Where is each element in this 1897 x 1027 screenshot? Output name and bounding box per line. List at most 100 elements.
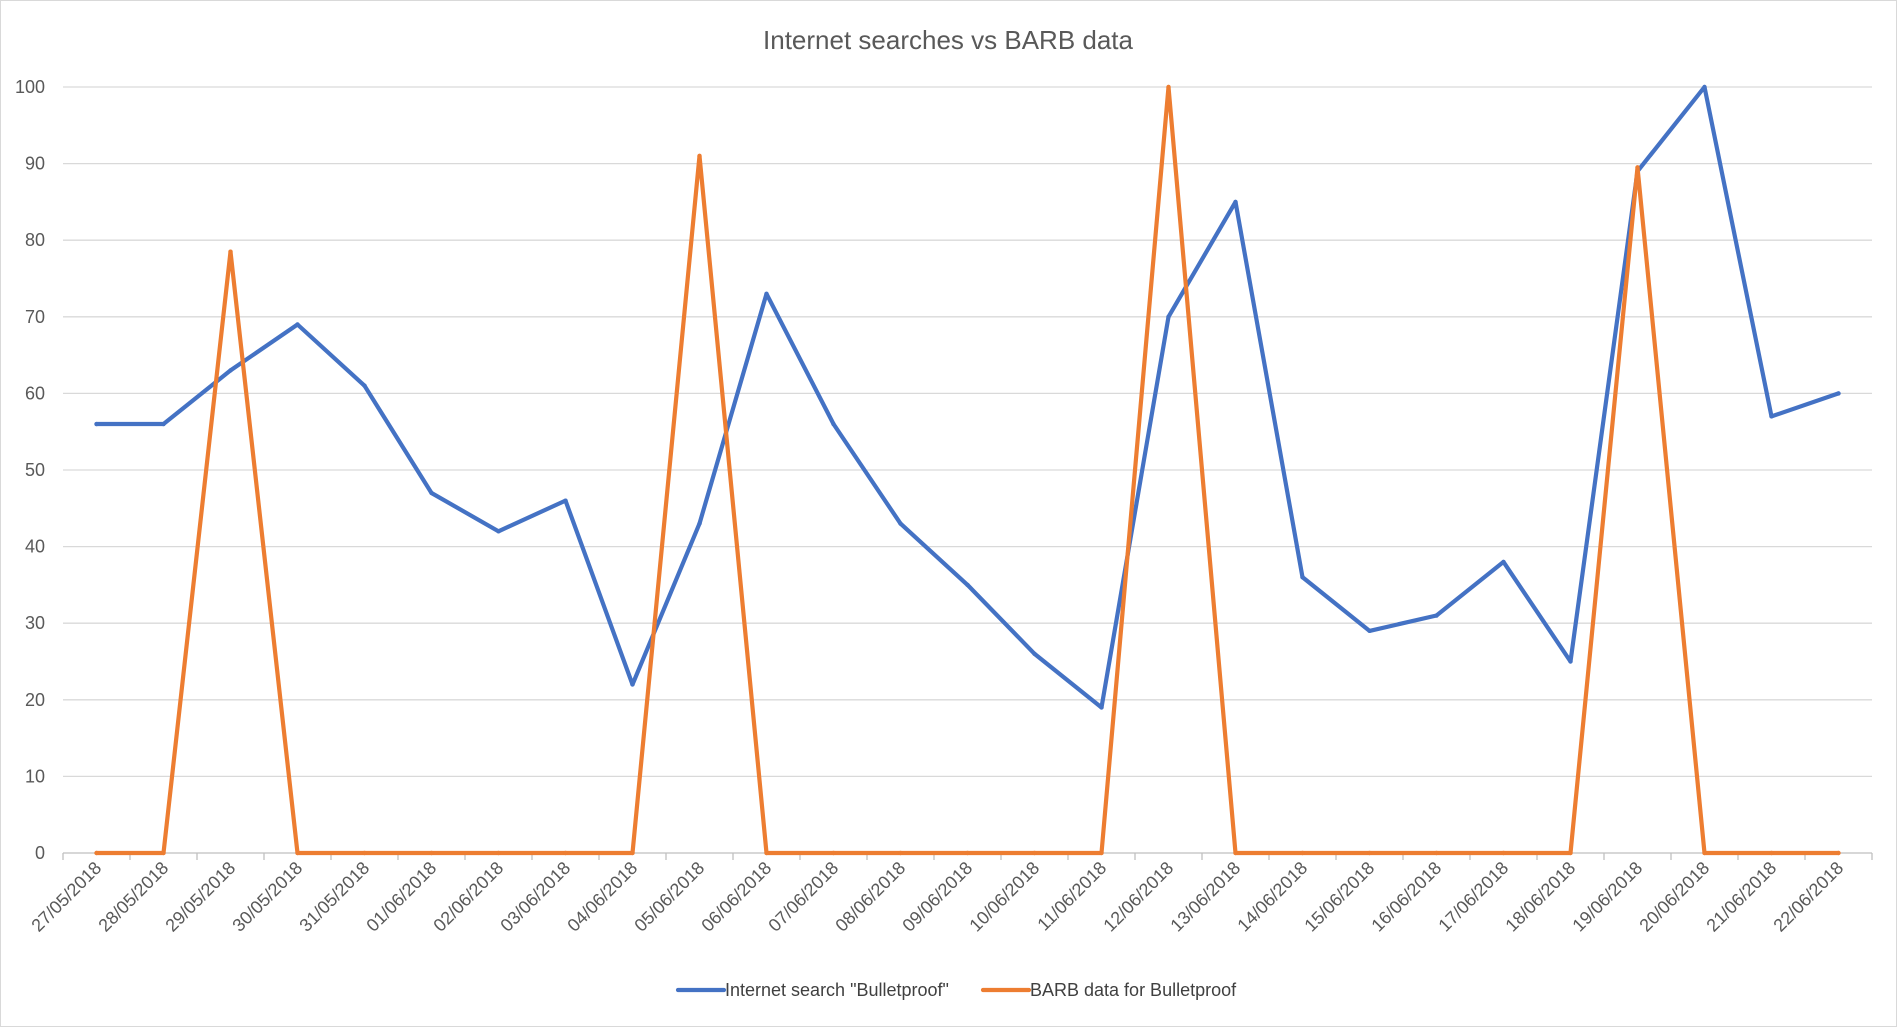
data-point	[1501, 559, 1506, 565]
x-tick-label: 01/06/2018	[362, 858, 440, 936]
data-point	[764, 291, 769, 297]
data-point	[1568, 659, 1573, 664]
data-point	[161, 421, 166, 427]
y-tick-label: 0	[35, 843, 45, 863]
data-point	[898, 521, 903, 526]
data-point	[831, 421, 836, 427]
data-point	[563, 850, 568, 856]
data-point	[1836, 850, 1841, 856]
x-tick-label: 18/06/2018	[1501, 858, 1579, 936]
x-tick-label: 14/06/2018	[1233, 858, 1311, 936]
series-line-0	[94, 84, 1841, 710]
data-point	[362, 383, 367, 388]
x-tick-label: 19/06/2018	[1568, 858, 1646, 936]
data-point	[1300, 575, 1305, 580]
data-point	[697, 521, 702, 526]
x-tick-label: 15/06/2018	[1300, 858, 1378, 936]
data-point	[429, 850, 434, 856]
data-point	[496, 529, 501, 534]
legend-label: Internet search "Bulletproof"	[725, 980, 949, 1000]
x-tick-label: 27/05/2018	[27, 858, 105, 936]
data-point	[1769, 414, 1774, 419]
data-point	[1166, 84, 1171, 90]
y-tick-label: 100	[15, 77, 45, 97]
data-point	[429, 490, 434, 496]
x-tick-label: 04/06/2018	[563, 858, 641, 936]
data-point	[630, 850, 635, 856]
data-point	[1568, 850, 1573, 856]
x-tick-label: 30/05/2018	[228, 858, 306, 936]
y-tick-label: 20	[25, 690, 45, 710]
x-tick-label: 21/06/2018	[1702, 858, 1780, 936]
data-point	[228, 368, 233, 373]
data-point	[563, 498, 568, 503]
data-point	[362, 850, 367, 856]
data-point	[1836, 391, 1841, 396]
data-point	[1702, 850, 1707, 856]
data-point	[1099, 705, 1104, 710]
x-tick-label: 08/06/2018	[831, 858, 909, 936]
x-tick-label: 07/06/2018	[764, 858, 842, 936]
data-point	[898, 850, 903, 856]
data-point	[1099, 850, 1104, 856]
x-tick-label: 22/06/2018	[1769, 858, 1847, 936]
data-point	[1367, 850, 1372, 856]
data-point	[295, 322, 300, 327]
data-point	[496, 850, 501, 856]
y-tick-label: 40	[25, 537, 45, 557]
y-tick-label: 90	[25, 154, 45, 174]
data-point	[965, 850, 970, 856]
x-tick-label: 02/06/2018	[429, 858, 507, 936]
y-tick-label: 70	[25, 307, 45, 327]
x-tick-label: 05/06/2018	[630, 858, 708, 936]
data-point	[1032, 651, 1037, 657]
chart-title: Internet searches vs BARB data	[763, 25, 1134, 55]
data-point	[764, 850, 769, 856]
y-tick-label: 80	[25, 230, 45, 250]
data-point	[1434, 850, 1439, 856]
x-tick-label: 13/06/2018	[1166, 858, 1244, 936]
data-point	[1501, 850, 1506, 856]
x-tick-label: 16/06/2018	[1367, 858, 1445, 936]
x-tick-label: 12/06/2018	[1099, 858, 1177, 936]
data-point	[1702, 84, 1707, 90]
y-tick-label: 30	[25, 613, 45, 633]
legend: Internet search "Bulletproof" BARB data f…	[675, 980, 1237, 1000]
data-point	[1367, 628, 1372, 634]
data-point	[295, 850, 300, 856]
data-point	[1166, 314, 1171, 319]
gridlines	[63, 86, 1872, 854]
data-point	[1233, 199, 1238, 205]
x-tick-label: 17/06/2018	[1434, 858, 1512, 936]
x-tick-label: 11/06/2018	[1033, 858, 1110, 935]
x-tick-label: 31/05/2018	[295, 858, 373, 936]
data-point	[94, 850, 99, 856]
x-tick-label: 03/06/2018	[496, 858, 574, 936]
y-tick-label: 60	[25, 383, 45, 403]
x-tick-label: 29/05/2018	[161, 858, 239, 936]
data-point	[1635, 165, 1640, 170]
data-point	[161, 850, 166, 856]
data-point	[1769, 850, 1774, 856]
x-tick-label: 06/06/2018	[697, 858, 775, 936]
series-lines	[94, 84, 1841, 856]
data-point	[1300, 850, 1305, 856]
x-tick-label: 28/05/2018	[94, 858, 172, 936]
data-point	[1032, 850, 1037, 856]
data-point	[697, 153, 702, 159]
data-point	[94, 421, 99, 427]
data-point	[831, 850, 836, 856]
y-axis: 0 10 20 30 40 50 60 70 80 90 100	[15, 77, 45, 863]
x-axis: 27/05/201828/05/201829/05/201830/05/2018…	[27, 853, 1873, 936]
data-point	[965, 582, 970, 588]
x-tick-label: 09/06/2018	[898, 858, 976, 936]
x-tick-label: 10/06/2018	[965, 858, 1043, 936]
data-point	[1233, 850, 1238, 856]
y-tick-label: 10	[25, 766, 45, 786]
x-tick-label: 20/06/2018	[1635, 858, 1713, 936]
data-point	[228, 249, 233, 254]
data-point	[1434, 613, 1439, 618]
legend-label: BARB data for Bulletproof	[1030, 980, 1237, 1000]
